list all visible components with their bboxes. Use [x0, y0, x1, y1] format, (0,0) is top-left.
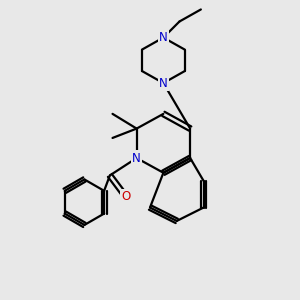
Text: N: N — [132, 152, 141, 164]
Text: N: N — [159, 76, 168, 90]
Text: O: O — [121, 190, 130, 203]
Text: N: N — [159, 31, 168, 44]
